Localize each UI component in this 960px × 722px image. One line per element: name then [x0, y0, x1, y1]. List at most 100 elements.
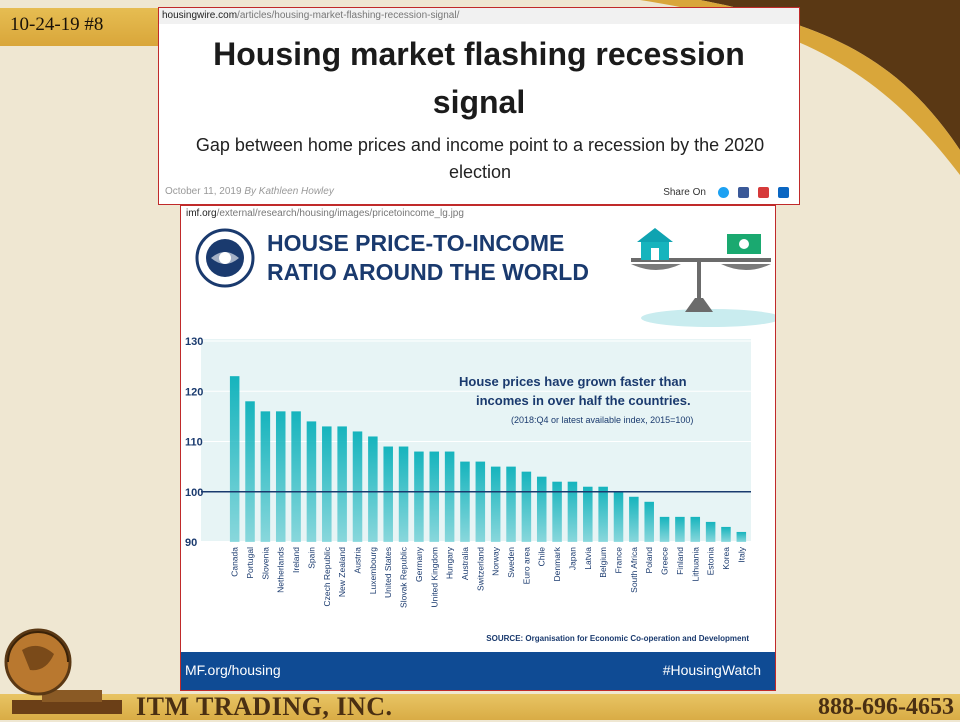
imf-footer: MF.org/housing #HousingWatch — [181, 652, 775, 690]
x-tick-label: Czech Republic — [322, 546, 332, 606]
x-tick-label: Poland — [644, 547, 654, 574]
bar-czech-republic — [322, 426, 332, 542]
annotation-line-3: (2018:Q4 or latest available index, 2015… — [511, 415, 693, 425]
x-tick-label: Switzerland — [475, 547, 485, 591]
x-tick-label: Korea — [721, 547, 731, 570]
bar-lithuania — [690, 516, 701, 542]
bar-denmark — [552, 481, 562, 542]
x-tick-label: Portugal — [245, 547, 255, 579]
x-tick-label: Denmark — [552, 546, 562, 581]
bar-slovenia — [260, 411, 271, 542]
x-tick-label: Lithuania — [690, 547, 700, 582]
x-tick-label: Sweden — [506, 547, 516, 578]
x-tick-label: Canada — [230, 547, 240, 577]
bar-norway — [490, 466, 501, 542]
x-tick-label: Japan — [567, 547, 577, 570]
price-to-income-chart: 90 100 110 120 130 Canada Portugal Slovenia Net… — [185, 336, 751, 608]
x-tick-label: Greece — [660, 547, 670, 575]
x-tick-label: Norway — [491, 546, 501, 576]
bar-italy — [736, 531, 747, 542]
x-tick-label: France — [614, 547, 624, 574]
footer-bar — [0, 694, 960, 720]
y-tick-label: 130 — [185, 336, 203, 348]
bar-korea — [721, 526, 731, 542]
twitter-icon[interactable] — [718, 186, 729, 198]
share-label: Share On — [663, 186, 706, 198]
y-tick-label: 100 — [185, 487, 203, 499]
bar-japan — [567, 481, 578, 542]
annotation-line-2: incomes in over half the countries. — [476, 393, 691, 408]
bar-south-africa — [629, 496, 639, 542]
x-tick-labels: Canada Portugal Slovenia Netherlands Ireland… — [230, 546, 747, 608]
bar-finland — [675, 516, 685, 542]
x-tick-label: Spain — [306, 547, 316, 569]
y-tick-label: 110 — [185, 437, 203, 449]
bar-united-kingdom — [429, 451, 440, 542]
bar-euro-area — [521, 471, 532, 542]
bar-germany — [414, 451, 424, 542]
slide-tag: 10-24-19 #8 — [0, 8, 158, 46]
bar-portugal — [245, 401, 255, 542]
annotation-line-1: House prices have grown faster than — [459, 374, 687, 389]
imf-seal-icon — [195, 228, 255, 288]
bar-netherlands — [275, 411, 286, 542]
bar-belgium — [598, 486, 608, 542]
bar-chile — [536, 476, 547, 542]
x-tick-label: United Kingdom — [429, 547, 439, 607]
x-tick-label: Latvia — [583, 547, 593, 570]
x-tick-label: Italy — [736, 546, 746, 562]
bar-spain — [306, 421, 317, 542]
bar-latvia — [583, 486, 593, 542]
x-tick-label: Slovenia — [260, 547, 270, 580]
imf-housing-link[interactable]: MF.org/housing — [185, 662, 281, 678]
bar-austria — [352, 431, 363, 542]
x-tick-label: Australia — [460, 547, 470, 580]
x-tick-label: Hungary — [445, 546, 455, 579]
globe-icon — [4, 628, 122, 714]
source-note: SOURCE: Organisation for Economic Co-ope… — [486, 634, 749, 643]
bar-france — [613, 491, 624, 542]
x-tick-label: Luxembourg — [368, 547, 378, 595]
x-tick-label: Belgium — [598, 547, 608, 578]
article-subtitle: Gap between home prices and income point… — [195, 135, 765, 182]
email-icon[interactable] — [758, 186, 769, 198]
facebook-icon[interactable] — [738, 186, 749, 198]
imf-url-bar[interactable]: imf.org/external/research/housing/images… — [181, 206, 775, 222]
x-tick-label: Austria — [353, 547, 363, 574]
x-tick-label: Finland — [675, 547, 685, 575]
article-meta: October 11, 2019 By Kathleen Howley — [165, 186, 334, 197]
share-bar: Share On — [663, 184, 789, 200]
housingwatch-hashtag: #HousingWatch — [662, 662, 761, 678]
bar-canada — [229, 376, 240, 542]
x-tick-label: New Zealand — [337, 547, 347, 597]
bar-hungary — [444, 451, 455, 542]
linkedin-icon[interactable] — [778, 186, 789, 198]
bar-united-states — [383, 446, 393, 542]
bar-luxembourg — [368, 436, 378, 542]
x-tick-label: Chile — [537, 547, 547, 567]
bar-greece — [659, 516, 670, 542]
bars — [229, 376, 747, 542]
x-tick-label: Ireland — [291, 547, 301, 573]
x-tick-label: Estonia — [706, 547, 716, 576]
bar-australia — [460, 461, 470, 542]
x-tick-label: South Africa — [629, 547, 639, 593]
bar-sweden — [506, 466, 516, 542]
article-url-bar[interactable]: housingwire.com/articles/housing-market-… — [159, 8, 799, 24]
x-tick-label: Germany — [414, 546, 424, 582]
y-tick-label: 90 — [185, 537, 197, 549]
x-tick-label: Slovak Republic — [399, 546, 409, 608]
article-title: Housing market flashing recession signal — [213, 36, 745, 120]
balance-scale-icon — [631, 228, 775, 327]
imf-title: HOUSE PRICE-TO-INCOME RATIO AROUND THE W… — [267, 230, 589, 285]
company-name: ITM TRADING, INC. — [136, 692, 393, 721]
bar-poland — [644, 501, 654, 542]
company-phone: 888-696-4653 — [818, 694, 954, 720]
bar-new-zealand — [337, 426, 347, 542]
bar-estonia — [705, 521, 716, 542]
article-card: housingwire.com/articles/housing-market-… — [158, 7, 800, 205]
bar-slovak-republic — [398, 446, 409, 542]
y-tick-labels: 90 100 110 120 130 — [185, 336, 203, 549]
x-tick-label: Netherlands — [276, 547, 286, 593]
